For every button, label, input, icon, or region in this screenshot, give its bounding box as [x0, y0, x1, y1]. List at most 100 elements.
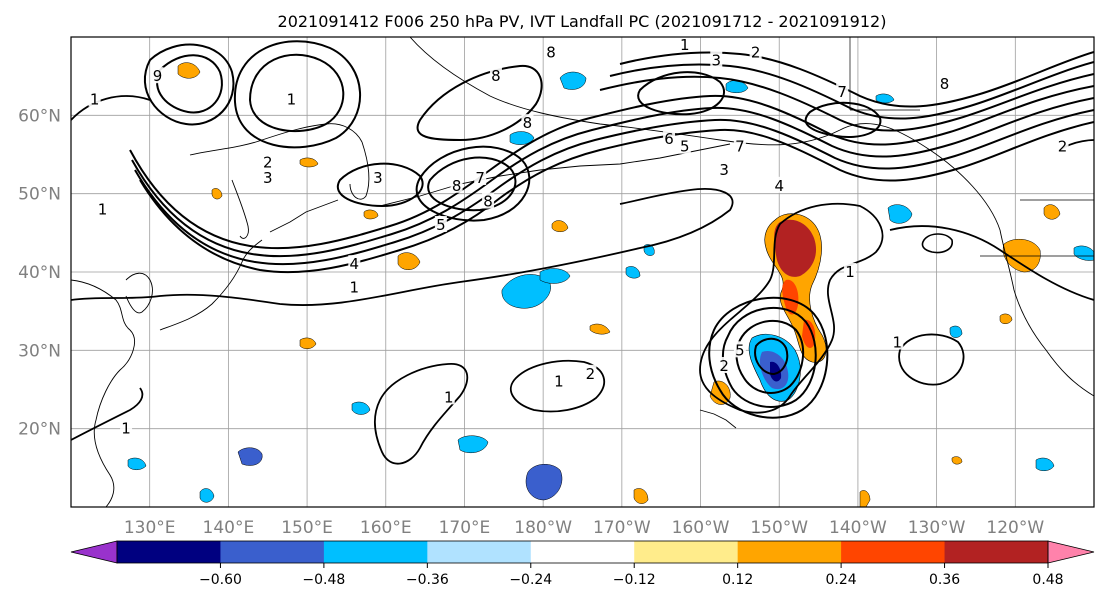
longitude-label: 170°E [439, 518, 491, 538]
contour-label-bg [434, 216, 447, 232]
contour-label-bg [474, 169, 487, 185]
longitude-labels: 130°E 140°E 150°E 160°E 170°E 180°W 170°W 160°W… [124, 518, 1045, 538]
contour-label: 8 [483, 193, 493, 211]
pv-contour [131, 97, 1094, 258]
sakhalin-coastline [231, 179, 249, 239]
positive-anomaly-region [999, 313, 1013, 324]
contour-label: 9 [153, 67, 163, 85]
pv-contour-1 [71, 95, 151, 121]
pv-contour [599, 73, 1094, 132]
colorbar-segment [530, 541, 635, 563]
contour-label: 8 [940, 75, 950, 93]
contour-label: 1 [90, 91, 100, 109]
colorbar-frame [116, 540, 1049, 564]
pv-contour [708, 296, 829, 419]
positive-anomaly-core [774, 219, 817, 277]
map-frame [70, 36, 1095, 508]
contour-label: 1 [554, 373, 564, 391]
pv-contour-1 [71, 387, 144, 441]
colorbar-segment [944, 541, 1049, 563]
contour-label: 1 [121, 420, 131, 438]
longitude-label: 180°W [514, 518, 572, 538]
pv-contour [754, 337, 789, 376]
positive-anomaly-region [589, 323, 611, 335]
negative-anomaly-region [199, 488, 215, 503]
negative-anomaly-region [127, 457, 147, 470]
contour-label: 3 [719, 161, 729, 179]
pv-contour [248, 53, 345, 133]
asia-coastline [71, 279, 135, 507]
positive-anomaly-region [299, 337, 317, 349]
colorbar-tick-label: 0.36 [929, 572, 960, 588]
map-title: 2021091412 F006 250 hPa PV, IVT Landfall… [278, 12, 887, 31]
pv-contour [233, 40, 361, 149]
contour-label-bg [938, 75, 951, 91]
negative-anomaly-region [237, 447, 263, 466]
contour-label-bg [733, 137, 746, 154]
longitude-label: 160°W [672, 518, 730, 538]
contour-label-bg [844, 263, 857, 279]
pv-contour-1 [374, 363, 469, 465]
contour-label-bg [285, 90, 298, 107]
contour-label-bg [96, 200, 109, 217]
latitude-labels: 60°N 50°N 40°N 30°N 20°N [18, 106, 61, 439]
contour-label-bg [261, 153, 274, 170]
negative-anomaly-region [887, 204, 913, 224]
pv-contour [156, 54, 223, 114]
longitude-label: 170°W [593, 518, 651, 538]
negative-anomaly-region [351, 401, 371, 415]
colorbar-tick-label: −0.24 [509, 572, 552, 588]
contour-label-bg [1056, 137, 1069, 154]
korea-coastline [125, 272, 153, 314]
pv-contour-1 [699, 202, 884, 414]
pv-contour [804, 101, 882, 138]
kuril-islands [269, 199, 339, 233]
contour-label: 8 [523, 114, 533, 132]
contour-label: 8 [491, 67, 501, 85]
colorbar-extend-low [70, 540, 118, 564]
pv-contour-1 [921, 233, 953, 254]
contour-label: 7 [837, 83, 847, 101]
positive-anomaly-region [177, 62, 201, 79]
longitude-label: 150°E [281, 518, 333, 538]
hawaii-islands [699, 409, 737, 429]
contour-label: 1 [892, 334, 902, 352]
latitude-label: 60°N [18, 106, 61, 126]
negative-anomaly-region [539, 268, 571, 284]
colorbar-segment [737, 541, 842, 563]
longitude-label: 150°W [750, 518, 808, 538]
longitude-label: 130°E [124, 518, 176, 538]
positive-anomaly-region [397, 252, 421, 270]
colorbar-tick-label: 0.48 [1032, 572, 1063, 588]
contour-label-bg [663, 129, 676, 146]
pv-contour-1 [510, 359, 606, 413]
contour-label: 2 [719, 357, 729, 375]
contour-label: 2 [586, 365, 596, 383]
contour-label: 4 [350, 255, 360, 273]
pv-contour [144, 43, 235, 126]
pv-contour [427, 156, 517, 212]
contour-label-bg [120, 419, 133, 436]
contour-label: 5 [436, 216, 446, 234]
contour-label-bg [718, 357, 731, 373]
pv-contour-1 [889, 225, 1094, 301]
colorbar-tick-label: −0.12 [613, 572, 656, 588]
longitude-label: 140°E [203, 518, 255, 538]
colorbar: −0.60 −0.48 −0.36 −0.24 −0.12 0.12 0.24 0.36 0.4… [70, 540, 1095, 588]
negative-anomaly-region [501, 274, 551, 309]
pv-contour-1 [71, 188, 734, 306]
positive-anomaly-mid [782, 279, 799, 315]
contour-label: 5 [735, 341, 745, 359]
pv-contour [735, 320, 805, 394]
contour-label: 1 [287, 91, 297, 109]
contour-label: 2 [1058, 138, 1068, 156]
colorbar-segment [427, 541, 532, 563]
positive-anomaly-mid [802, 319, 816, 349]
contour-label-bg [749, 43, 762, 60]
negative-anomaly-core [770, 361, 782, 382]
colorbar-segment [323, 541, 428, 563]
pv-contour [416, 64, 543, 142]
contour-label: 7 [735, 138, 745, 156]
latitude-label: 20°N [18, 420, 61, 440]
